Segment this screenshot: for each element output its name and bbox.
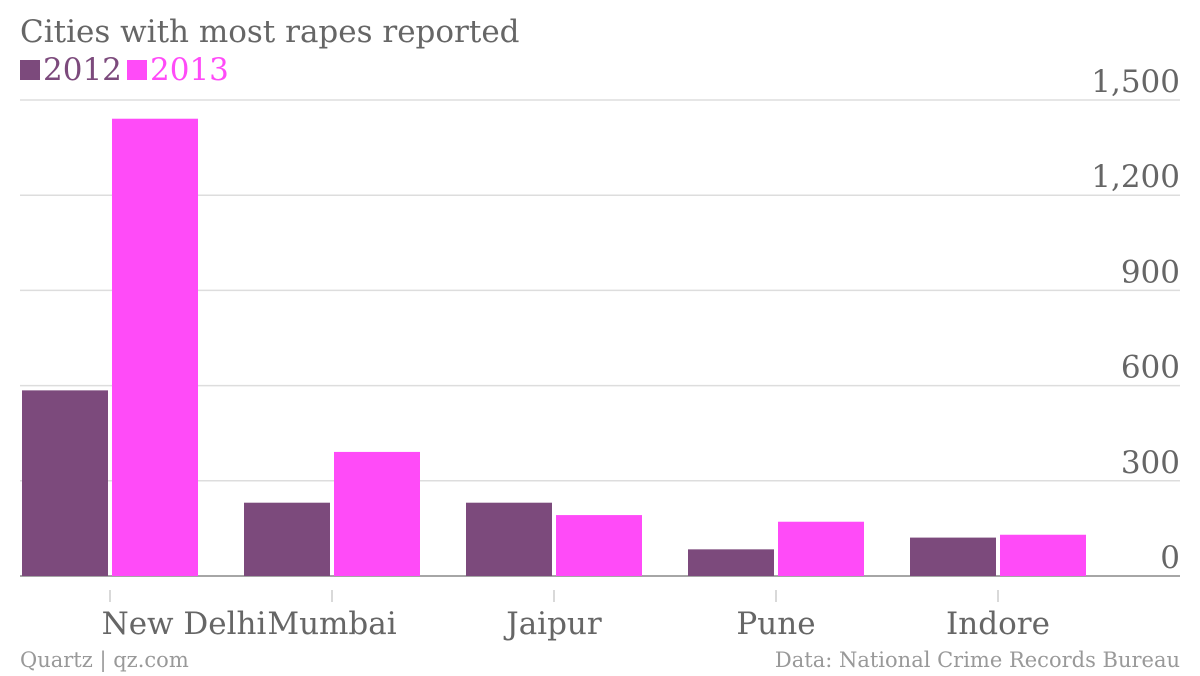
- category-axis: New Delhi Mumbai Jaipur Pune Indore: [102, 590, 1050, 642]
- chart-title: Cities with most rapes reported: [20, 14, 520, 50]
- footer-credit: Quartz | qz.com: [20, 648, 189, 673]
- y-tick-label: 600: [1121, 350, 1180, 386]
- y-tick-label: 900: [1121, 254, 1180, 290]
- y-tick-label: 0: [1160, 540, 1180, 576]
- legend-label-2013: 2013: [150, 52, 229, 88]
- category-label: Mumbai: [267, 606, 396, 642]
- bar-jaipur-2013: [556, 515, 642, 576]
- category-label: Jaipur: [503, 606, 602, 642]
- y-tick-label: 1,500: [1091, 64, 1180, 100]
- bar-indore-2013: [1000, 534, 1086, 576]
- bar-mumbai-2013: [334, 451, 420, 576]
- y-tick-label: 300: [1121, 445, 1180, 481]
- bar-new-delhi-2012: [22, 390, 108, 576]
- legend-label-2012: 2012: [43, 52, 122, 88]
- bars: [22, 118, 1086, 577]
- footer-source: Data: National Crime Records Bureau: [775, 648, 1180, 672]
- bar-indore-2012: [910, 537, 996, 576]
- y-tick-label: 1,200: [1091, 159, 1180, 195]
- bar-mumbai-2012: [244, 502, 330, 576]
- legend-swatch-2013: [127, 60, 147, 80]
- category-label: New Delhi: [102, 606, 267, 642]
- bar-pune-2012: [688, 549, 774, 576]
- legend: 2012 2013: [20, 52, 229, 88]
- bar-pune-2013: [778, 521, 864, 576]
- legend-swatch-2012: [20, 60, 40, 80]
- category-label: Pune: [736, 606, 815, 642]
- y-axis-ticks: 1,500 1,200 900 600 300 0: [1091, 64, 1180, 576]
- bar-jaipur-2012: [466, 502, 552, 576]
- category-label: Indore: [946, 606, 1050, 642]
- bar-new-delhi-2013: [112, 118, 198, 577]
